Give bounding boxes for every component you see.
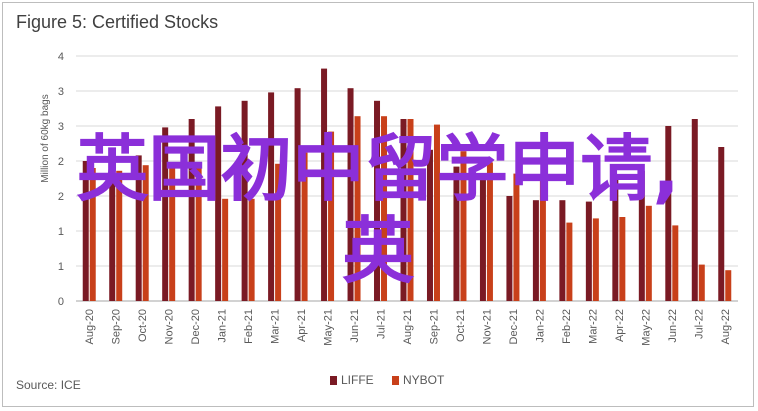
bar-liffe-may-21 (321, 68, 328, 301)
x-tick-label: Nov-21 (481, 309, 493, 344)
x-tick-label: Nov-20 (164, 309, 176, 344)
x-tick-label: Oct-20 (137, 309, 149, 342)
bar-liffe-nov-21 (479, 176, 486, 301)
legend-label-liffe: LIFFE (341, 373, 374, 387)
bar-liffe-sep-21 (426, 149, 433, 301)
bar-liffe-nov-20 (162, 127, 169, 302)
y-tick-label: 2 (58, 156, 64, 168)
bar-nybot-may-21 (328, 131, 335, 301)
x-tick-label: Mar-22 (587, 309, 599, 344)
bar-liffe-jan-22 (532, 200, 539, 301)
bar-liffe-aug-21 (400, 119, 407, 301)
y-tick-label: 4 (58, 51, 64, 63)
bar-nybot-aug-20 (89, 168, 96, 301)
bar-liffe-aug-22 (718, 147, 725, 301)
legend-swatch-liffe (330, 376, 337, 385)
bar-nybot-sep-21 (433, 124, 440, 301)
y-tick-label: 3 (58, 121, 64, 133)
bar-nybot-sep-20 (116, 170, 123, 301)
x-tick-label: Oct-21 (455, 309, 467, 342)
y-tick-label: 2 (58, 191, 64, 203)
x-tick-label: Aug-20 (84, 309, 96, 344)
x-tick-label: Jun-22 (667, 309, 679, 343)
y-tick-label: 0 (58, 296, 64, 308)
y-axis-label: Million of 60kg bags (40, 94, 51, 182)
x-tick-label: Dec-21 (508, 309, 520, 344)
x-tick-label: Aug-21 (402, 309, 414, 344)
x-tick-label: Aug-22 (720, 309, 732, 344)
bar-liffe-feb-22 (559, 200, 566, 301)
bar-nybot-may-22 (645, 205, 652, 301)
x-tick-label: Sep-21 (428, 309, 440, 344)
source-note: Source: ICE (16, 378, 81, 392)
bar-liffe-oct-21 (453, 166, 460, 301)
x-tick-label: Jan-21 (217, 309, 229, 343)
bar-liffe-mar-22 (585, 201, 592, 301)
bar-liffe-oct-20 (135, 155, 142, 301)
x-tick-label: Mar-21 (270, 309, 282, 344)
chart-title: Figure 5: Certified Stocks (16, 12, 219, 32)
x-tick-label: Jul-21 (376, 309, 388, 339)
bar-liffe-apr-22 (612, 177, 619, 301)
bar-nybot-nov-20 (169, 165, 176, 301)
bar-nybot-jun-22 (672, 225, 679, 301)
bar-liffe-jan-21 (215, 106, 222, 302)
x-tick-label: Jan-22 (534, 309, 546, 343)
bar-nybot-jan-21 (222, 198, 229, 301)
x-tick-label: Feb-21 (243, 309, 255, 344)
bar-nybot-nov-21 (486, 162, 493, 301)
bar-nybot-oct-20 (142, 165, 149, 301)
bar-liffe-dec-21 (506, 196, 513, 301)
bar-nybot-oct-21 (460, 151, 467, 301)
x-tick-label: Jul-22 (693, 309, 705, 339)
bar-nybot-aug-22 (725, 270, 732, 301)
bar-nybot-feb-22 (566, 222, 573, 301)
bar-nybot-jul-22 (698, 264, 705, 301)
bar-nybot-apr-21 (301, 152, 308, 301)
bar-liffe-apr-21 (294, 88, 301, 301)
x-tick-label: Dec-20 (190, 309, 202, 344)
bar-liffe-jun-21 (347, 88, 354, 301)
bar-nybot-mar-22 (592, 218, 599, 301)
bar-nybot-feb-21 (248, 198, 255, 301)
x-tick-label: Sep-20 (111, 309, 123, 344)
legend-swatch-nybot (392, 376, 399, 385)
bar-nybot-jul-21 (381, 116, 388, 301)
bar-nybot-jun-21 (354, 116, 361, 301)
y-tick-label: 1 (58, 226, 64, 238)
bar-liffe-aug-20 (82, 161, 89, 301)
bar-liffe-jul-21 (374, 100, 381, 301)
x-tick-label: Apr-22 (614, 309, 626, 342)
x-tick-label: May-22 (640, 309, 652, 346)
bar-nybot-mar-21 (275, 163, 282, 301)
y-tick-label: 1 (58, 261, 64, 273)
bar-liffe-may-22 (638, 170, 645, 301)
bar-nybot-dec-20 (195, 165, 202, 301)
x-tick-label: May-21 (323, 309, 335, 346)
legend-label-nybot: NYBOT (403, 373, 445, 387)
bar-nybot-jan-22 (539, 177, 546, 301)
bar-nybot-apr-22 (619, 217, 626, 301)
x-tick-label: Feb-22 (561, 309, 573, 344)
bar-liffe-feb-21 (241, 100, 248, 301)
bar-liffe-sep-20 (109, 156, 116, 301)
bar-nybot-aug-21 (407, 119, 414, 301)
bar-liffe-dec-20 (188, 119, 195, 301)
x-tick-label: Jun-21 (349, 309, 361, 343)
x-tick-label: Apr-21 (296, 309, 308, 342)
bar-liffe-jul-22 (691, 119, 698, 301)
bar-liffe-jun-22 (665, 126, 672, 301)
bar-liffe-mar-21 (268, 92, 275, 302)
bar-nybot-dec-21 (513, 173, 520, 301)
y-tick-label: 3 (58, 86, 64, 98)
